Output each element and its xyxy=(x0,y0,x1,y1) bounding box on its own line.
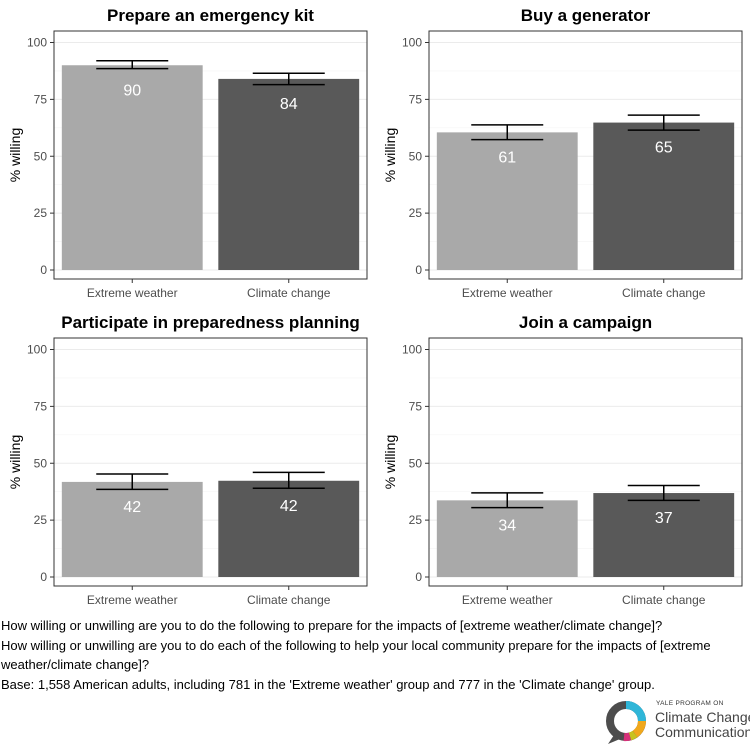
plot-border xyxy=(53,337,368,587)
bar-extreme-weather xyxy=(61,65,203,270)
chart-generator: Buy a generator % willing 0 25 50 75 100 61 Extr… xyxy=(382,6,743,300)
chart-preparedness-planning: Participate in preparedness planning % wi… xyxy=(7,313,368,607)
chart-panel-generator: Buy a generator % willing 0 25 50 75 100 61 Extr… xyxy=(375,0,750,307)
tick-label-y-75: 75 xyxy=(34,92,48,106)
category-label-climate-change: Climate change xyxy=(247,593,331,607)
note-question-2: How willing or unwilling are you to do e… xyxy=(1,637,711,673)
logo-line-2: Communication xyxy=(655,724,750,740)
chart-title: Prepare an emergency kit xyxy=(107,6,314,25)
tick-label-y-25: 25 xyxy=(409,206,423,220)
data-label-extreme-weather: 61 xyxy=(498,149,516,166)
tick-label-y-100: 100 xyxy=(402,36,422,50)
chart-emergency-kit: Prepare an emergency kit % willing 0 25 50 75… xyxy=(7,6,368,300)
tick-label-y-75: 75 xyxy=(409,399,423,413)
plot-border xyxy=(53,30,368,280)
data-label-extreme-weather: 90 xyxy=(123,82,141,99)
category-label-extreme-weather: Extreme weather xyxy=(462,593,553,607)
chart-panel-join-campaign: Join a campaign % willing 0 25 50 75 100 34 Extr… xyxy=(375,307,750,614)
data-label-climate-change: 84 xyxy=(280,96,298,113)
tick-label-y-25: 25 xyxy=(34,206,48,220)
survey-notes: How willing or unwilling are you to do t… xyxy=(1,616,746,694)
tick-label-y-0: 0 xyxy=(40,570,47,584)
tick-label-y-50: 50 xyxy=(409,456,423,470)
note-base: Base: 1,558 American adults, including 7… xyxy=(1,676,655,692)
bar-climate-change xyxy=(593,493,735,577)
data-label-extreme-weather: 34 xyxy=(498,517,516,534)
category-label-climate-change: Climate change xyxy=(622,593,706,607)
logo-ring-pink xyxy=(623,732,632,742)
data-label-climate-change: 42 xyxy=(280,498,298,515)
chart-title: Join a campaign xyxy=(519,313,652,332)
data-label-climate-change: 65 xyxy=(655,140,673,157)
tick-label-y-25: 25 xyxy=(409,513,423,527)
chart-panel-preparedness-planning: Participate in preparedness planning % wi… xyxy=(0,307,375,614)
ycc-logo: YALE PROGRAM ON Climate Change Communica… xyxy=(604,697,750,747)
bar-climate-change xyxy=(218,78,360,271)
note-question-1: How willing or unwilling are you to do t… xyxy=(1,618,663,633)
bar-climate-change xyxy=(218,480,360,577)
logo-small-text: YALE PROGRAM ON xyxy=(656,700,724,707)
tick-label-y-0: 0 xyxy=(40,263,47,277)
logo-ring-tail xyxy=(608,735,620,744)
bar-climate-change xyxy=(593,122,735,270)
tick-label-y-0: 0 xyxy=(415,570,422,584)
logo-line-1: Climate Change xyxy=(655,709,750,725)
tick-label-y-100: 100 xyxy=(27,36,47,50)
plot-border xyxy=(428,30,743,280)
data-label-extreme-weather: 42 xyxy=(123,499,141,516)
plot-border xyxy=(428,337,743,587)
tick-label-y-0: 0 xyxy=(415,263,422,277)
data-label-climate-change: 37 xyxy=(655,510,673,527)
y-axis-label: % willing xyxy=(7,128,23,182)
chart-title: Buy a generator xyxy=(521,6,651,25)
tick-label-y-75: 75 xyxy=(409,92,423,106)
chart-panel-emergency-kit: Prepare an emergency kit % willing 0 25 50 75… xyxy=(0,0,375,307)
logo-ring-blue xyxy=(625,701,646,722)
tick-label-y-75: 75 xyxy=(34,399,48,413)
category-label-climate-change: Climate change xyxy=(247,286,331,300)
category-label-extreme-weather: Extreme weather xyxy=(87,286,178,300)
bar-extreme-weather xyxy=(436,132,578,270)
tick-label-y-50: 50 xyxy=(409,149,423,163)
category-label-extreme-weather: Extreme weather xyxy=(87,593,178,607)
category-label-climate-change: Climate change xyxy=(622,286,706,300)
y-axis-label: % willing xyxy=(382,435,398,489)
tick-label-y-25: 25 xyxy=(34,513,48,527)
logo-ring-icon xyxy=(606,701,646,744)
chart-join-campaign: Join a campaign % willing 0 25 50 75 100 34 Extr… xyxy=(382,313,743,607)
tick-label-y-100: 100 xyxy=(402,343,422,357)
y-axis-label: % willing xyxy=(382,128,398,182)
bar-extreme-weather xyxy=(436,500,578,577)
category-label-extreme-weather: Extreme weather xyxy=(462,286,553,300)
tick-label-y-50: 50 xyxy=(34,456,48,470)
tick-label-y-50: 50 xyxy=(34,149,48,163)
chart-title: Participate in preparedness planning xyxy=(61,313,360,332)
logo-ring-yellow xyxy=(632,720,646,738)
logo-ring-green xyxy=(628,730,638,741)
y-axis-label: % willing xyxy=(7,435,23,489)
bar-extreme-weather xyxy=(61,481,203,577)
tick-label-y-100: 100 xyxy=(27,343,47,357)
